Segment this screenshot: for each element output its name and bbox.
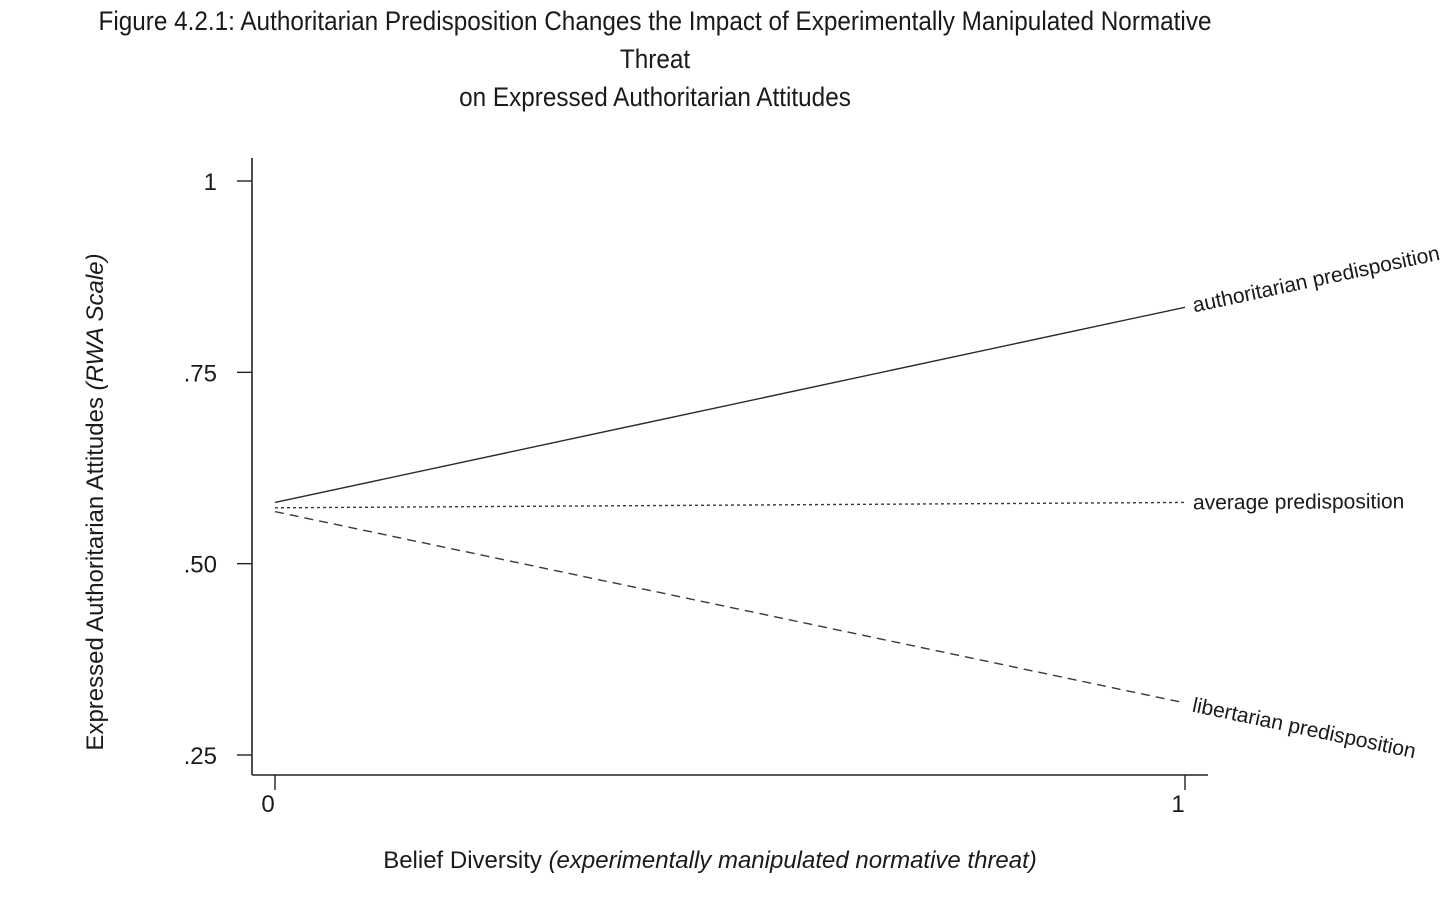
series-labels: authoritarian predisposition average pred… bbox=[1190, 242, 1442, 763]
series-label: authoritarian predisposition bbox=[1191, 242, 1442, 317]
series-line bbox=[274, 501, 1186, 509]
y-axis-label: Expressed Authoritarian Attitudes (RWA S… bbox=[82, 253, 109, 750]
x-axis-label: Belief Diversity (experimentally manipul… bbox=[383, 847, 1037, 874]
series-label: libertarian predisposition bbox=[1190, 694, 1418, 763]
x-tick-label: 0 bbox=[261, 791, 274, 818]
y-axis-label-italic: (RWA Scale) bbox=[82, 253, 109, 390]
ticks: .25 .50 .75 1 0 1 bbox=[184, 169, 1186, 818]
chart-title-line-1: Figure 4.2.1: Authoritarian Predispositi… bbox=[98, 6, 1212, 74]
y-tick-label: .75 bbox=[184, 360, 217, 387]
x-tick-label: 1 bbox=[1171, 791, 1184, 818]
x-axis-label-italic: (experimentally manipulated normative th… bbox=[549, 847, 1037, 874]
series-lines bbox=[274, 306, 1186, 704]
y-axis-label-main: Expressed Authoritarian Attitudes bbox=[82, 390, 109, 750]
x-axis-label-main: Belief Diversity bbox=[383, 847, 548, 874]
y-tick-label: 1 bbox=[204, 169, 217, 196]
y-tick-label: .50 bbox=[184, 552, 217, 579]
axes bbox=[251, 158, 1208, 776]
chart-title: Figure 4.2.1: Authoritarian Predispositi… bbox=[66, 2, 1245, 116]
series-label: average predisposition bbox=[1193, 490, 1404, 514]
series-line bbox=[274, 306, 1186, 504]
y-tick-label: .25 bbox=[184, 743, 217, 770]
chart-title-line-2: on Expressed Authoritarian Attitudes bbox=[459, 82, 851, 112]
series-line bbox=[274, 510, 1186, 704]
